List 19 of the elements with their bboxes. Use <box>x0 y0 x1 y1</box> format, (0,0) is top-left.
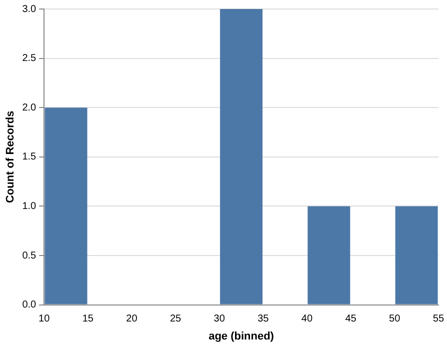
x-tick-label: 55 <box>432 314 444 325</box>
x-tick-label: 15 <box>82 314 94 325</box>
x-tick-label: 35 <box>258 314 270 325</box>
x-tick-label: 40 <box>301 314 313 325</box>
x-tick-label: 30 <box>214 314 226 325</box>
y-tick-label: 2.0 <box>22 102 37 114</box>
y-axis-title: Count of Records <box>4 110 17 204</box>
x-tick-label: 25 <box>170 314 182 325</box>
y-tick-label: 3.0 <box>22 4 37 15</box>
y-tick-label: 1.5 <box>22 152 37 163</box>
y-tick-label: 0.0 <box>22 300 37 311</box>
x-axis-title: age (binned) <box>208 330 274 342</box>
x-tick-label: 10 <box>38 314 50 325</box>
x-tick-label: 50 <box>389 314 401 325</box>
y-tick-label: 0.5 <box>22 250 37 262</box>
x-tick-label: 45 <box>345 314 357 325</box>
x-tick-label: 20 <box>126 314 138 325</box>
y-tick-label: 1.0 <box>22 200 37 212</box>
y-tick-label: 2.5 <box>22 53 37 64</box>
